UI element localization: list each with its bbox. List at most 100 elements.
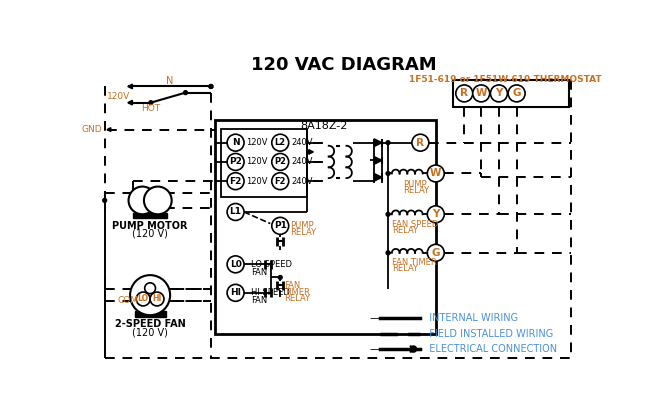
Text: L2: L2 xyxy=(275,138,286,147)
Text: LO SPEED: LO SPEED xyxy=(251,260,292,269)
Text: Y: Y xyxy=(432,209,440,219)
Text: HI SPEED: HI SPEED xyxy=(251,288,290,297)
Circle shape xyxy=(427,244,444,261)
Circle shape xyxy=(456,85,473,102)
Circle shape xyxy=(227,173,244,190)
Text: 120V: 120V xyxy=(247,158,268,166)
Circle shape xyxy=(136,292,150,306)
Text: LO: LO xyxy=(137,295,149,303)
Text: FAN: FAN xyxy=(251,268,267,277)
Text: TIMER: TIMER xyxy=(284,287,310,297)
Polygon shape xyxy=(128,100,133,105)
Text: FAN TIMER: FAN TIMER xyxy=(392,258,437,267)
Circle shape xyxy=(227,153,244,171)
Circle shape xyxy=(386,251,390,255)
Polygon shape xyxy=(374,139,382,147)
Circle shape xyxy=(209,85,213,88)
Text: L0: L0 xyxy=(230,260,241,269)
Circle shape xyxy=(209,85,213,88)
Bar xyxy=(215,119,436,334)
Circle shape xyxy=(130,275,170,315)
Text: —: — xyxy=(369,313,381,323)
Text: N: N xyxy=(166,76,174,86)
Text: 8A18Z-2: 8A18Z-2 xyxy=(300,121,348,131)
Text: FIELD INSTALLED WIRING: FIELD INSTALLED WIRING xyxy=(423,328,553,339)
Text: G: G xyxy=(431,248,440,258)
Circle shape xyxy=(272,153,289,171)
Text: RELAY: RELAY xyxy=(284,295,310,303)
Text: PUMP: PUMP xyxy=(403,180,427,189)
Polygon shape xyxy=(128,84,133,89)
Polygon shape xyxy=(107,128,111,132)
Bar xyxy=(133,213,167,218)
Text: FAN: FAN xyxy=(251,296,267,305)
Circle shape xyxy=(508,85,525,102)
Circle shape xyxy=(149,101,153,105)
Text: R: R xyxy=(460,88,468,98)
Text: P2: P2 xyxy=(274,158,286,166)
Text: 2-SPEED FAN: 2-SPEED FAN xyxy=(115,319,186,329)
Circle shape xyxy=(150,292,164,306)
Text: GND: GND xyxy=(82,125,103,134)
Circle shape xyxy=(145,283,155,294)
Circle shape xyxy=(272,134,289,151)
Text: RELAY: RELAY xyxy=(392,264,418,274)
Text: COM: COM xyxy=(118,296,139,305)
Polygon shape xyxy=(374,157,382,164)
Bar xyxy=(221,129,307,197)
Circle shape xyxy=(427,165,444,182)
Circle shape xyxy=(103,199,107,202)
Text: 120V: 120V xyxy=(247,138,268,147)
Text: (120 V): (120 V) xyxy=(132,228,168,238)
Text: HOT: HOT xyxy=(141,104,160,113)
Text: 120 VAC DIAGRAM: 120 VAC DIAGRAM xyxy=(251,57,436,75)
Circle shape xyxy=(272,173,289,190)
Circle shape xyxy=(129,186,156,214)
Text: 240V: 240V xyxy=(291,138,312,147)
Text: F2: F2 xyxy=(229,177,242,186)
Text: R: R xyxy=(416,138,424,147)
Text: INTERNAL WIRING: INTERNAL WIRING xyxy=(423,313,519,323)
Text: HI: HI xyxy=(152,295,161,303)
Circle shape xyxy=(386,171,390,176)
Text: FAN SPEED: FAN SPEED xyxy=(392,220,438,229)
Circle shape xyxy=(490,85,507,102)
Circle shape xyxy=(227,256,244,273)
Circle shape xyxy=(386,212,390,216)
Text: 120V: 120V xyxy=(247,177,268,186)
Text: RELAY: RELAY xyxy=(290,228,316,237)
Text: —: — xyxy=(369,344,381,354)
Text: G: G xyxy=(513,88,521,98)
Text: PUMP MOTOR: PUMP MOTOR xyxy=(113,221,188,231)
Text: F2: F2 xyxy=(275,177,286,186)
Text: RELAY: RELAY xyxy=(392,226,418,235)
Circle shape xyxy=(227,285,244,301)
Text: P1: P1 xyxy=(274,221,287,230)
Text: 240V: 240V xyxy=(291,177,312,186)
Text: 240V: 240V xyxy=(291,158,312,166)
Bar xyxy=(135,311,165,317)
Circle shape xyxy=(278,276,282,279)
Circle shape xyxy=(227,204,244,220)
Circle shape xyxy=(144,186,172,214)
Circle shape xyxy=(410,346,417,352)
Text: P2: P2 xyxy=(229,158,242,166)
Circle shape xyxy=(473,85,490,102)
Text: W: W xyxy=(430,168,442,178)
Polygon shape xyxy=(374,173,382,181)
Text: 120V: 120V xyxy=(107,92,130,101)
Circle shape xyxy=(412,134,429,151)
Text: N: N xyxy=(232,138,239,147)
Text: PUMP: PUMP xyxy=(290,221,314,230)
Polygon shape xyxy=(309,150,314,154)
Text: W: W xyxy=(476,88,487,98)
Text: —: — xyxy=(369,328,381,339)
Text: 1F51-619 or 1F51W-619 THERMOSTAT: 1F51-619 or 1F51W-619 THERMOSTAT xyxy=(409,75,602,84)
Circle shape xyxy=(427,206,444,223)
Text: RELAY: RELAY xyxy=(403,186,429,195)
Bar xyxy=(454,80,569,107)
Text: HI: HI xyxy=(230,288,241,297)
Text: L1: L1 xyxy=(230,207,242,217)
Text: (120 V): (120 V) xyxy=(132,327,168,337)
Text: Y: Y xyxy=(495,88,502,98)
